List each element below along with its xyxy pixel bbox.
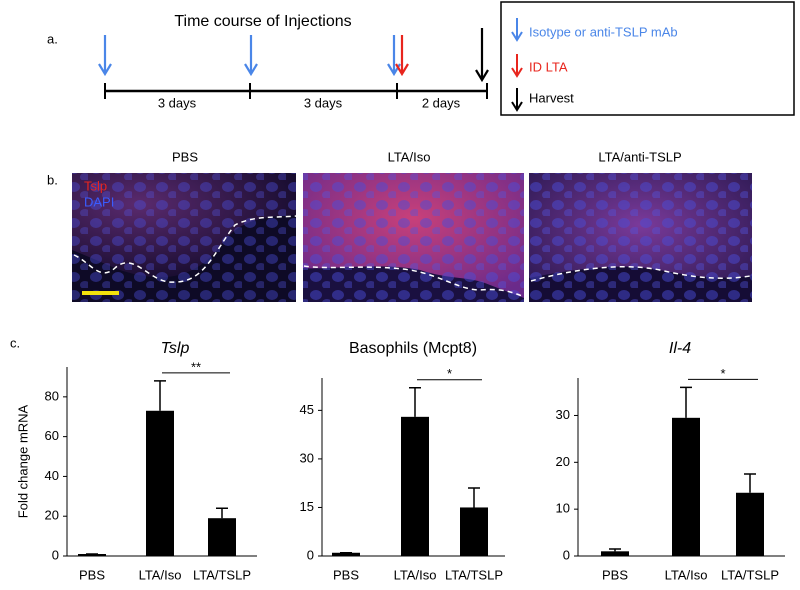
y-tick-label: 40 [45,468,59,483]
legend-label: Isotype or anti-TSLP mAb [529,24,678,39]
error-bar [216,507,228,519]
timeline-title: Time course of Injections [174,13,351,30]
bar [401,416,429,556]
x-tick-label: LTA/Iso [394,567,437,582]
significance-label: * [447,366,452,381]
bar [146,410,174,556]
stain-label: Tslp [84,178,107,193]
chart-title: Basophils (Mcpt8) [349,340,477,357]
y-tick-label: 80 [45,388,59,403]
error-bar [680,386,692,418]
bar [332,552,360,556]
y-tick-label: 30 [300,450,314,465]
interval-label: 3 days [158,95,197,110]
chart-title: Tslp [161,340,190,357]
bar [208,518,236,556]
legend-label: Harvest [529,90,574,105]
error-bar [609,548,621,552]
legend-label: ID LTA [529,59,568,74]
interval-label: 3 days [304,95,343,110]
image-label: LTA/Iso [388,149,431,164]
error-bar [409,386,421,417]
timeline: Time course of Injections 3 days 3 days … [98,13,489,110]
y-tick-label: 10 [556,501,570,516]
bar [460,507,488,556]
y-tick-label: 0 [563,547,570,562]
significance-label: * [720,366,725,381]
y-tick-label: 0 [52,547,59,562]
x-tick-label: LTA/TSLP [445,567,503,582]
stain-label: DAPI [84,194,114,209]
y-tick-label: 0 [307,547,314,562]
micrographs: PBS LTA/Iso LTA/anti-TSLP Tslp DAPI [72,149,752,302]
panel-label: b. [47,172,58,187]
y-tick-label: 20 [45,508,59,523]
y-tick-label: 45 [300,402,314,417]
x-tick-label: PBS [333,567,359,582]
panel-label: c. [10,335,20,350]
interval-label: 2 days [422,95,461,110]
y-tick-label: 15 [300,499,314,514]
error-bar [154,380,166,411]
bar [78,554,106,556]
error-bar [744,473,756,493]
significance-label: ** [191,359,201,374]
bar [736,492,764,556]
y-tick-label: 60 [45,428,59,443]
panel-label: a. [47,31,58,46]
x-tick-label: LTA/Iso [665,567,708,582]
image-label: PBS [172,149,198,164]
x-tick-label: LTA/TSLP [721,567,779,582]
image-label: LTA/anti-TSLP [598,149,681,164]
x-tick-label: PBS [602,567,628,582]
x-tick-label: LTA/Iso [139,567,182,582]
error-bar [468,487,480,508]
y-tick-label: 20 [556,454,570,469]
x-tick-label: LTA/TSLP [193,567,251,582]
y-tick-label: 30 [556,407,570,422]
legend: Isotype or anti-TSLP mAb ID LTA Harvest [500,1,795,116]
x-tick-label: PBS [79,567,105,582]
bar [672,417,700,556]
bar [601,551,629,556]
chart-title: Il-4 [669,340,691,357]
y-axis-label: Fold change mRNA [15,404,30,518]
